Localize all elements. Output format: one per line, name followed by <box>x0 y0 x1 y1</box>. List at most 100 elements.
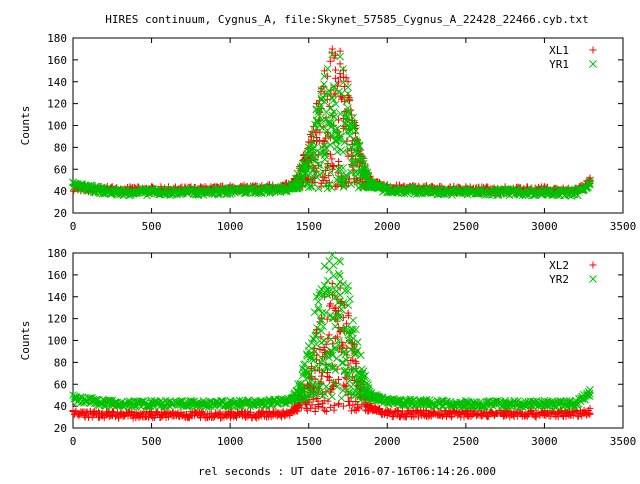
data-marker <box>314 110 323 119</box>
data-marker <box>339 65 347 73</box>
data-marker <box>312 331 321 339</box>
y-tick-label: 140 <box>47 291 67 304</box>
data-marker <box>308 401 316 409</box>
data-marker <box>319 93 327 102</box>
data-marker <box>337 89 346 98</box>
data-marker <box>330 314 338 322</box>
data-marker <box>330 378 338 387</box>
data-marker <box>114 186 123 194</box>
data-marker <box>316 161 324 170</box>
data-marker <box>341 111 349 120</box>
y-tick-label: 60 <box>54 163 67 176</box>
data-point <box>328 251 337 260</box>
data-marker <box>427 400 436 409</box>
data-marker <box>314 364 323 372</box>
legend-label: XL1 <box>549 44 569 57</box>
x-tick-label: 500 <box>142 220 162 233</box>
data-marker <box>324 397 332 405</box>
x-tick-label: 2500 <box>453 435 480 448</box>
data-marker <box>306 370 315 378</box>
chart-panel-2: 20 40 60 80 100 120 140 160 180 0 500 1000 1500 2000 2… <box>19 247 636 448</box>
data-marker <box>473 410 481 418</box>
data-marker <box>336 164 344 173</box>
data-marker <box>353 141 362 150</box>
data-marker <box>314 297 323 306</box>
data-marker <box>143 408 151 416</box>
data-marker <box>314 303 323 312</box>
data-marker <box>346 295 354 303</box>
data-marker <box>328 351 337 360</box>
data-marker <box>349 316 357 325</box>
data-marker <box>332 100 340 108</box>
data-marker <box>317 86 326 95</box>
x-tick-label: 2000 <box>374 220 401 233</box>
data-marker <box>332 129 340 138</box>
data-marker <box>333 147 342 156</box>
data-marker <box>347 180 356 189</box>
data-marker <box>352 398 360 406</box>
data-marker <box>339 358 347 367</box>
data-marker <box>350 119 358 128</box>
y-tick-label: 20 <box>54 422 67 435</box>
data-marker <box>317 327 326 335</box>
data-marker <box>332 90 340 98</box>
data-marker <box>345 132 354 140</box>
x-tick-label: 3500 <box>610 435 637 448</box>
data-marker <box>585 178 594 187</box>
y-tick-label: 80 <box>54 141 67 154</box>
x-tick-label: 1500 <box>295 220 322 233</box>
data-marker <box>340 138 349 147</box>
data-marker <box>341 383 349 391</box>
data-marker <box>578 412 586 420</box>
x-tick-label: 2000 <box>374 435 401 448</box>
data-marker <box>312 389 321 398</box>
data-marker <box>342 324 350 332</box>
data-point <box>328 50 337 59</box>
data-marker <box>317 378 325 386</box>
data-marker <box>322 308 330 317</box>
data-marker <box>344 287 352 295</box>
data-marker <box>334 130 343 139</box>
data-marker <box>335 158 343 166</box>
data-marker <box>334 375 342 383</box>
x-tick-label: 1500 <box>295 435 322 448</box>
data-marker <box>425 185 434 194</box>
data-marker <box>340 66 348 74</box>
data-marker <box>316 128 324 136</box>
data-marker <box>339 314 347 322</box>
data-marker <box>330 401 338 409</box>
data-marker <box>322 176 330 184</box>
data-marker <box>340 119 349 128</box>
data-marker <box>331 345 340 354</box>
data-marker <box>92 396 101 405</box>
data-marker <box>344 301 353 310</box>
data-marker <box>347 143 355 151</box>
data-marker <box>327 300 335 308</box>
data-marker <box>313 324 321 332</box>
data-marker <box>313 383 321 391</box>
data-marker <box>311 169 319 178</box>
data-marker <box>584 387 593 396</box>
data-marker <box>316 317 325 326</box>
data-marker <box>310 308 319 317</box>
data-marker <box>314 184 323 193</box>
data-marker <box>345 377 354 385</box>
x-tick-label: 3500 <box>610 220 637 233</box>
data-marker <box>521 191 530 200</box>
x-tick-label: 500 <box>142 435 162 448</box>
data-marker <box>394 396 402 405</box>
data-marker <box>326 150 334 158</box>
data-marker <box>350 157 358 166</box>
data-marker <box>209 413 217 421</box>
data-marker <box>297 379 305 388</box>
data-marker <box>334 256 343 265</box>
data-marker <box>324 353 333 362</box>
data-marker <box>415 413 423 421</box>
data-marker <box>339 183 348 191</box>
data-marker <box>320 336 329 345</box>
legend-label: XL2 <box>549 259 569 272</box>
data-marker <box>332 282 341 290</box>
data-marker <box>353 346 362 355</box>
data-marker <box>356 153 365 161</box>
